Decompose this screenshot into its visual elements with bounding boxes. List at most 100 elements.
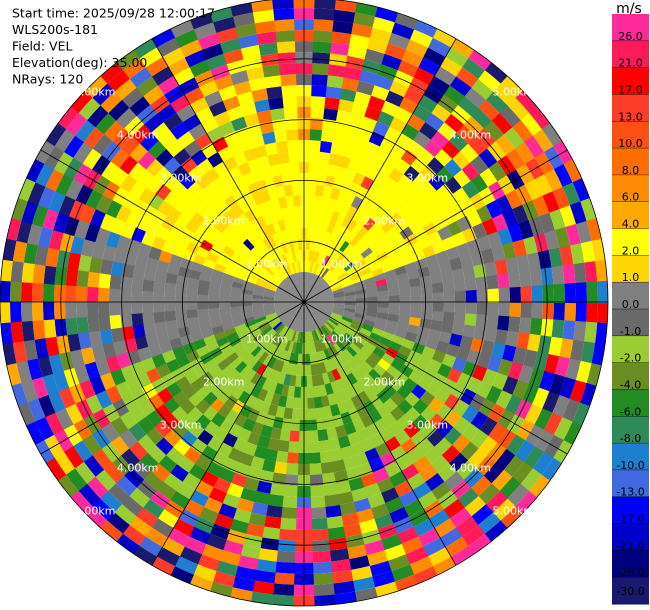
radar-cell	[551, 265, 565, 286]
radar-cell	[105, 199, 123, 219]
radar-cell	[262, 237, 273, 250]
radar-cell	[400, 438, 418, 455]
radar-cell	[397, 399, 413, 415]
radar-cell	[404, 546, 429, 565]
radar-cell	[284, 118, 299, 130]
radar-cell	[9, 300, 22, 323]
radar-cell	[165, 446, 184, 465]
radar-cell	[214, 74, 235, 91]
radar-cell	[463, 116, 485, 137]
radar-cell	[476, 302, 488, 316]
radar-cell	[336, 366, 347, 379]
radar-cell	[237, 161, 253, 177]
radar-cell	[231, 386, 245, 400]
radar-cell	[441, 140, 461, 160]
radar-cell	[349, 235, 362, 248]
radar-cell	[452, 187, 470, 206]
radar-cell	[144, 113, 165, 133]
radar-cell	[580, 240, 596, 264]
radar-cell	[506, 483, 530, 508]
colorbar-band	[612, 201, 649, 230]
radar-cell	[238, 213, 251, 227]
radar-cell	[283, 265, 291, 276]
radar-cell	[205, 212, 220, 227]
radar-cell	[258, 240, 269, 253]
radar-cell	[235, 345, 248, 357]
ring-label: 2.00km	[203, 215, 245, 228]
radar-cell	[344, 298, 357, 303]
radar-cell	[200, 470, 219, 488]
radar-cell	[53, 301, 66, 320]
radar-cell	[531, 302, 543, 320]
radar-cell	[197, 308, 209, 317]
radar-cell	[351, 417, 366, 432]
radar-cell	[181, 472, 201, 490]
radar-cell	[320, 325, 330, 337]
ring-label: 3.00km	[407, 418, 449, 431]
radar-cell	[425, 337, 439, 351]
radar-cell	[232, 508, 252, 524]
radar-cell	[394, 107, 414, 124]
radar-cell	[343, 287, 355, 294]
radar-cell	[477, 512, 501, 535]
radar-cell	[281, 253, 289, 266]
colorbar-title: m/s	[616, 1, 642, 17]
radar-cell	[360, 361, 374, 374]
radar-cell	[466, 239, 482, 255]
radar-cell	[308, 250, 314, 262]
radar-cell	[520, 468, 542, 492]
radar-cell	[130, 360, 146, 377]
radar-cell	[42, 282, 55, 302]
radar-cell	[570, 243, 585, 266]
radar-cell	[344, 192, 357, 206]
radar-cell	[131, 459, 152, 480]
radar-cell	[326, 319, 338, 329]
radar-cell	[375, 317, 388, 326]
radar-cell	[37, 355, 54, 377]
radar-cell	[413, 362, 428, 377]
radar-cell	[95, 112, 117, 135]
radar-cell	[2, 341, 17, 366]
radar-cell	[371, 571, 395, 588]
radar-cell	[355, 427, 371, 443]
radar-cell	[439, 527, 463, 548]
radar-cell	[246, 356, 259, 369]
radar-cell	[533, 351, 549, 372]
radar-cell	[364, 315, 377, 323]
radar-cell	[104, 119, 125, 142]
radar-cell	[454, 302, 467, 314]
radar-cell	[32, 319, 46, 340]
radar-cell	[203, 258, 217, 270]
radar-cell	[226, 331, 239, 342]
radar-cell	[251, 360, 263, 373]
radar-cell	[217, 146, 234, 162]
radar-cell	[515, 90, 538, 114]
radar-cell	[396, 526, 419, 545]
radar-cell	[400, 536, 424, 555]
radar-cell	[340, 144, 355, 159]
radar-cell	[362, 373, 376, 387]
radar-cell	[433, 518, 457, 539]
radar-cell	[408, 316, 421, 327]
radar-cell	[391, 334, 405, 346]
radar-cell	[326, 75, 345, 89]
radar-cell	[361, 271, 374, 281]
radar-cell	[270, 108, 286, 121]
radar-cell	[341, 77, 360, 92]
colorbar-label: 21.0	[618, 57, 643, 70]
radar-cell	[222, 457, 240, 473]
radar-cell	[514, 491, 537, 514]
radar-cell	[371, 85, 391, 102]
radar-cell	[542, 284, 555, 303]
radar-cell	[155, 436, 174, 456]
radar-cell	[0, 300, 11, 324]
radar-cell	[263, 390, 275, 404]
radar-cell	[217, 232, 231, 246]
radar-cell	[263, 308, 276, 314]
radar-cell	[251, 301, 264, 306]
radar-cell	[534, 408, 553, 431]
radar-cell	[232, 319, 245, 328]
radar-cell	[505, 330, 519, 348]
radar-cell	[218, 549, 241, 566]
radar-cell	[251, 398, 264, 412]
